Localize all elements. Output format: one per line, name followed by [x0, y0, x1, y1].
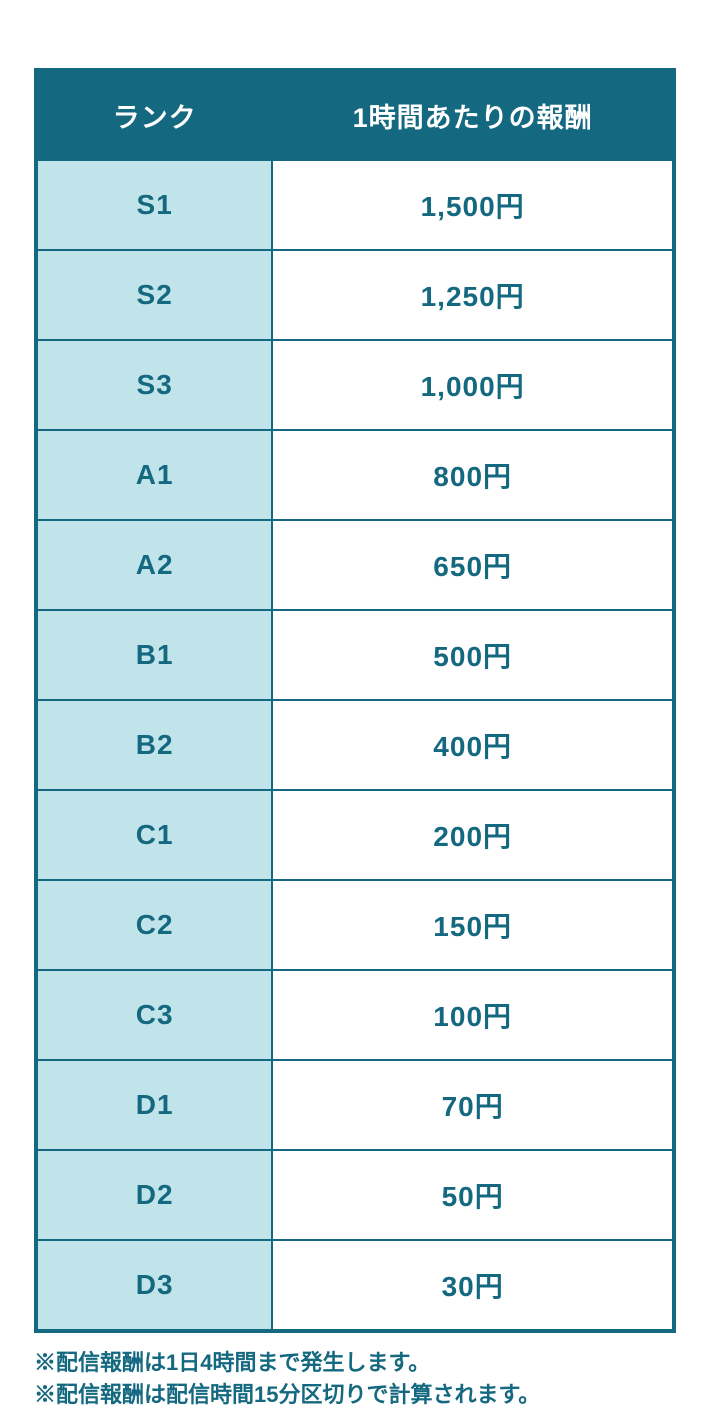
table-body: S1 1,500円 S2 1,250円 S3 1,000円 A1 800円 A2… — [37, 160, 673, 1330]
table-row: D3 30円 — [37, 1240, 673, 1330]
rank-cell: A2 — [37, 520, 272, 610]
reward-cell: 500円 — [272, 610, 673, 700]
reward-cell: 650円 — [272, 520, 673, 610]
reward-cell: 400円 — [272, 700, 673, 790]
footnotes: ※配信報酬は1日4時間まで発生します。 ※配信報酬は配信時間15分区切りで計算さ… — [34, 1347, 676, 1411]
header-rank: ランク — [37, 71, 272, 160]
rank-cell: A1 — [37, 430, 272, 520]
rank-cell: C2 — [37, 880, 272, 970]
reward-table: ランク 1時間あたりの報酬 S1 1,500円 S2 1,250円 S3 1,0… — [36, 70, 674, 1331]
rank-cell: S1 — [37, 160, 272, 250]
rank-cell: D2 — [37, 1150, 272, 1240]
reward-cell: 200円 — [272, 790, 673, 880]
table-row: B1 500円 — [37, 610, 673, 700]
table-header-row: ランク 1時間あたりの報酬 — [37, 71, 673, 160]
rank-cell: S2 — [37, 250, 272, 340]
table-row: D1 70円 — [37, 1060, 673, 1150]
table-row: D2 50円 — [37, 1150, 673, 1240]
rank-cell: C3 — [37, 970, 272, 1060]
table-row: S2 1,250円 — [37, 250, 673, 340]
table-row: S3 1,000円 — [37, 340, 673, 430]
table-row: B2 400円 — [37, 700, 673, 790]
reward-cell: 30円 — [272, 1240, 673, 1330]
reward-cell: 50円 — [272, 1150, 673, 1240]
footnote-line: ※配信報酬は配信時間15分区切りで計算されます。 — [34, 1379, 676, 1411]
table-row: C3 100円 — [37, 970, 673, 1060]
rank-cell: D1 — [37, 1060, 272, 1150]
table-row: A1 800円 — [37, 430, 673, 520]
reward-cell: 100円 — [272, 970, 673, 1060]
reward-table-container: ランク 1時間あたりの報酬 S1 1,500円 S2 1,250円 S3 1,0… — [34, 68, 676, 1333]
table-row: C2 150円 — [37, 880, 673, 970]
reward-cell: 70円 — [272, 1060, 673, 1150]
table-row: A2 650円 — [37, 520, 673, 610]
footnote-line: ※配信報酬は1日4時間まで発生します。 — [34, 1347, 676, 1379]
reward-cell: 1,250円 — [272, 250, 673, 340]
reward-cell: 1,500円 — [272, 160, 673, 250]
header-reward: 1時間あたりの報酬 — [272, 71, 673, 160]
reward-cell: 800円 — [272, 430, 673, 520]
reward-cell: 150円 — [272, 880, 673, 970]
reward-cell: 1,000円 — [272, 340, 673, 430]
rank-cell: C1 — [37, 790, 272, 880]
rank-cell: B2 — [37, 700, 272, 790]
rank-cell: B1 — [37, 610, 272, 700]
rank-cell: S3 — [37, 340, 272, 430]
rank-cell: D3 — [37, 1240, 272, 1330]
table-row: S1 1,500円 — [37, 160, 673, 250]
table-row: C1 200円 — [37, 790, 673, 880]
